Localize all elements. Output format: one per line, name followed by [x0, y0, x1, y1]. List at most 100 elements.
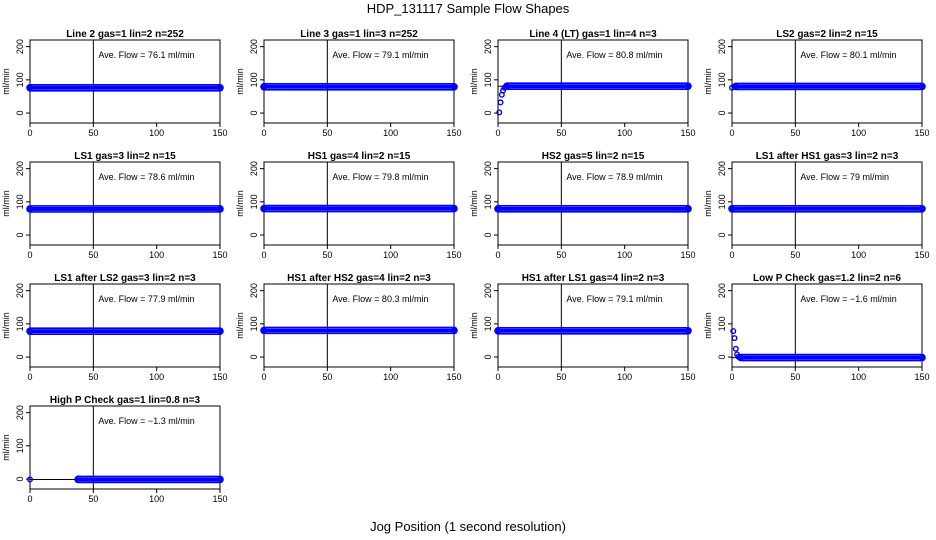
x-tick-label: 100 [149, 250, 164, 260]
panel-svg: HS2 gas=5 lin=2 n=15 0 50 100 150 0 100 200 ml/m… [469, 151, 696, 260]
panel-svg: Low P Check gas=1.2 lin=2 n=6 0 50 100 150 0 1… [703, 273, 930, 382]
y-tick-label: 0 [249, 111, 259, 116]
y-tick-label: 200 [15, 39, 25, 54]
data-point [730, 328, 737, 335]
y-axis-label: ml/min [235, 312, 245, 339]
panel-title: LS1 gas=3 lin=2 n=15 [74, 151, 176, 162]
data-point [216, 328, 223, 335]
y-tick-label: 100 [249, 194, 259, 209]
panel-title: LS1 after HS1 gas=3 lin=2 n=3 [756, 151, 899, 162]
data-point [261, 327, 268, 334]
y-axis-label: ml/min [469, 190, 479, 217]
x-tick-label: 0 [729, 128, 734, 138]
average-flow-annotation: Ave. Flow = −1.3 ml/min [98, 416, 194, 426]
data-point [216, 84, 223, 91]
data-point-band-fill [28, 85, 222, 90]
data-point-band [494, 205, 692, 213]
panel-title: HS1 after LS1 gas=4 lin=2 n=3 [522, 273, 665, 284]
plot-frame [497, 39, 689, 124]
y-tick-label: 0 [249, 233, 259, 238]
average-flow-annotation: Ave. Flow = 79.8 ml/min [332, 172, 428, 182]
panel-title: High P Check gas=1 lin=0.8 n=3 [50, 395, 201, 406]
panel-svg: HS1 after LS1 gas=4 lin=2 n=3 0 50 100 150 0 1… [469, 273, 696, 382]
x-tick-label: 50 [790, 372, 800, 382]
x-tick-label: 50 [88, 372, 98, 382]
data-point-band [260, 82, 458, 91]
data-point [450, 327, 457, 334]
x-tick-label: 100 [851, 372, 866, 382]
data-point [684, 205, 691, 212]
y-axis-label: ml/min [703, 312, 713, 339]
y-tick-label: 100 [483, 72, 493, 87]
y-tick-label: 200 [15, 161, 25, 176]
y-tick-label: 100 [15, 194, 25, 209]
y-tick-label: 200 [15, 405, 25, 420]
data-point [216, 476, 223, 483]
y-tick-label: 100 [15, 316, 25, 331]
data-point-band [737, 353, 926, 362]
average-flow-annotation: Ave. Flow = −1.6 ml/min [800, 294, 896, 304]
y-axis-label: ml/min [235, 190, 245, 217]
x-tick-label: 0 [261, 372, 266, 382]
panel-title: HS2 gas=5 lin=2 n=15 [542, 151, 645, 162]
y-axis-label: ml/min [1, 434, 11, 461]
data-point [450, 83, 457, 90]
average-flow-annotation: Ave. Flow = 78.6 ml/min [98, 172, 194, 182]
panel-title: HS1 after HS2 gas=4 lin=2 n=3 [287, 273, 431, 284]
average-flow-annotation: Ave. Flow = 79.1 ml/min [566, 294, 662, 304]
data-point [918, 205, 925, 212]
chart-panel: Low P Check gas=1.2 lin=2 n=6 0 50 100 150 0 1… [702, 272, 936, 394]
data-point [684, 83, 691, 90]
x-tick-label: 50 [556, 250, 566, 260]
y-tick-label: 100 [15, 72, 25, 87]
plot-frame [29, 161, 221, 246]
data-point [27, 84, 34, 91]
y-axis-label: ml/min [469, 68, 479, 95]
y-tick-label: 0 [249, 355, 259, 360]
data-point-band [728, 205, 926, 213]
average-flow-annotation: Ave. Flow = 80.8 ml/min [566, 50, 662, 60]
x-tick-label: 100 [383, 250, 398, 260]
x-tick-label: 50 [790, 250, 800, 260]
y-axis-label: ml/min [703, 68, 713, 95]
y-tick-label: 200 [483, 39, 493, 54]
y-tick-label: 100 [483, 194, 493, 209]
data-point-band [26, 205, 224, 213]
x-tick-label: 150 [212, 128, 227, 138]
plot-frame [497, 161, 689, 246]
data-point [75, 475, 82, 482]
y-tick-label: 0 [717, 355, 727, 360]
data-point-band [26, 83, 224, 92]
x-tick-label: 150 [212, 250, 227, 260]
x-tick-label: 150 [680, 372, 695, 382]
x-tick-label: 50 [88, 250, 98, 260]
y-tick-label: 0 [483, 111, 493, 116]
panel-svg: Line 2 gas=1 lin=2 n=252 0 50 100 150 0 100 200… [1, 29, 228, 138]
x-tick-label: 100 [851, 128, 866, 138]
plot-frame [263, 283, 455, 368]
data-point [261, 83, 268, 90]
average-flow-annotation: Ave. Flow = 79.1 ml/min [332, 50, 428, 60]
x-tick-label: 50 [790, 128, 800, 138]
average-flow-annotation: Ave. Flow = 79 ml/min [800, 172, 889, 182]
panel-title: Line 3 gas=1 lin=3 n=252 [300, 29, 418, 40]
panel-title: Line 4 (LT) gas=1 lin=4 n=3 [529, 29, 657, 40]
chart-panel: LS1 gas=3 lin=2 n=15 0 50 100 150 0 100 200 ml/m… [0, 150, 234, 272]
y-tick-label: 200 [483, 283, 493, 298]
chart-panel: High P Check gas=1 lin=0.8 n=3 0 50 100 150 0… [0, 394, 234, 516]
chart-panel: LS1 after HS1 gas=3 lin=2 n=3 0 50 100 150 0 1… [702, 150, 936, 272]
data-point [731, 335, 738, 342]
y-tick-label: 100 [15, 438, 25, 453]
panel-svg: HS1 after HS2 gas=4 lin=2 n=3 0 50 100 150 0 1… [235, 273, 462, 382]
data-point [495, 205, 502, 212]
data-point [732, 345, 739, 352]
x-tick-label: 100 [383, 128, 398, 138]
data-point [495, 327, 502, 334]
x-tick-label: 150 [914, 128, 929, 138]
plot-frame [731, 161, 923, 246]
y-tick-label: 0 [483, 233, 493, 238]
x-tick-label: 150 [680, 128, 695, 138]
x-tick-label: 0 [495, 372, 500, 382]
data-point [27, 205, 34, 212]
average-flow-annotation: Ave. Flow = 76.1 ml/min [98, 50, 194, 60]
